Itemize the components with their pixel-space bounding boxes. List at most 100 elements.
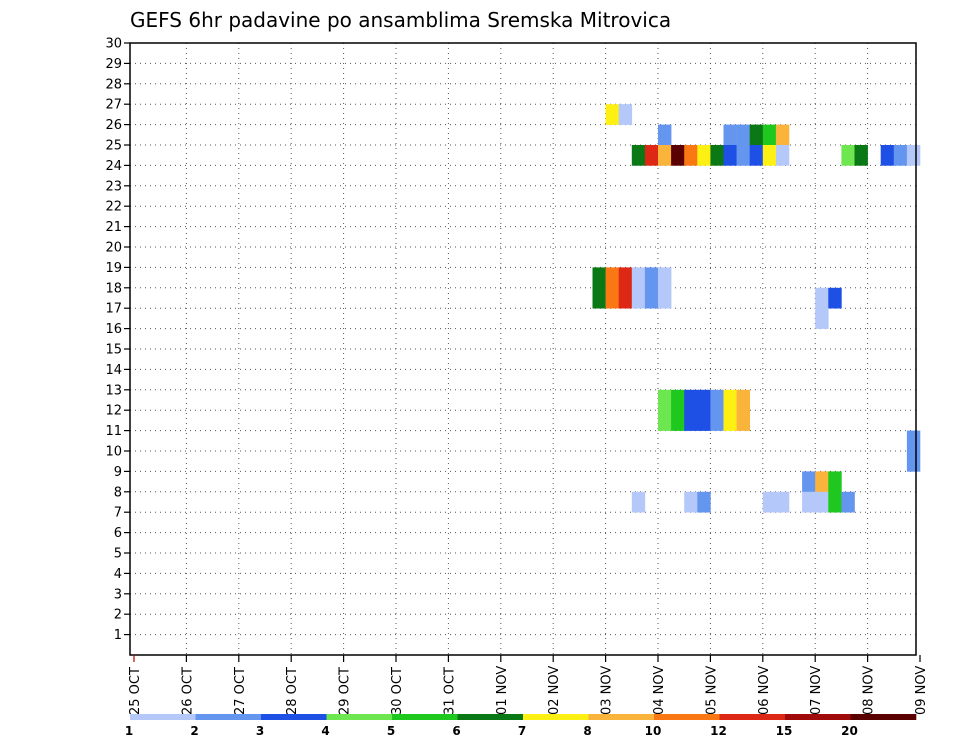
precip-cell (802, 491, 816, 513)
legend-swatch (326, 714, 393, 720)
precip-cell (723, 389, 737, 411)
x-tick-label: 29 OCT (338, 667, 353, 715)
precip-cell (828, 287, 842, 309)
legend-label: 8 (583, 724, 591, 738)
precip-cell (658, 287, 672, 309)
y-tick-label: 22 (105, 200, 122, 215)
precip-cell (749, 124, 764, 146)
legend-swatch (654, 714, 720, 720)
precip-cell (723, 145, 737, 166)
plot-frame (129, 42, 917, 656)
x-tick-label: 04 NOV (652, 666, 667, 715)
precip-cell (841, 491, 855, 513)
y-tick-label: 16 (105, 322, 122, 337)
x-tick-label: 30 OCT (390, 667, 405, 715)
y-tick-label: 7 (114, 506, 122, 521)
precip-cell (684, 491, 698, 513)
precip-cell (736, 124, 750, 146)
y-tick-label: 29 (105, 57, 122, 72)
precip-cell (775, 124, 790, 146)
precip-cell (644, 267, 659, 289)
y-tick-label: 15 (105, 343, 122, 358)
legend-swatch (523, 714, 589, 720)
precip-cell (658, 410, 672, 431)
x-tick-label: 02 NOV (547, 666, 562, 715)
precip-cell (880, 145, 895, 166)
grid-lines (130, 42, 916, 655)
legend-swatch (588, 714, 655, 720)
precip-cell (828, 471, 842, 493)
x-tick-label: 28 OCT (285, 667, 300, 715)
y-tick-label: 25 (105, 139, 122, 154)
y-tick-label: 30 (105, 37, 122, 52)
precip-cell (684, 410, 698, 431)
precip-cell (605, 287, 619, 309)
precip-cell (710, 410, 724, 431)
x-tick-label: 25 OCT (128, 667, 143, 715)
y-tick-label: 20 (105, 241, 122, 256)
y-tick-label: 11 (105, 424, 122, 439)
precip-cell (684, 145, 698, 166)
legend-label: 15 (776, 724, 793, 738)
precip-cell (671, 389, 685, 411)
precip-cell (710, 389, 724, 411)
precip-cell (658, 145, 672, 166)
precip-cell (618, 104, 633, 125)
y-tick-label: 4 (114, 567, 122, 582)
precip-cell (762, 145, 777, 166)
precip-cell (710, 145, 724, 166)
precip-cell (906, 145, 921, 166)
y-tick-label: 18 (105, 281, 122, 296)
precip-cell (592, 287, 606, 309)
precip-cell (736, 145, 750, 166)
precip-cell (658, 389, 672, 411)
precip-cell (605, 267, 619, 289)
y-tick-label: 3 (114, 587, 122, 602)
y-tick-label: 23 (105, 179, 122, 194)
y-tick-label: 27 (105, 98, 122, 113)
precip-cell (697, 491, 711, 513)
legend-swatch (261, 714, 327, 720)
precip-cell (605, 104, 619, 125)
legend-label: 5 (387, 724, 395, 738)
precip-cell (762, 124, 777, 146)
precip-cell (775, 145, 790, 166)
precip-cell (749, 145, 764, 166)
y-tick-label: 21 (105, 220, 122, 235)
y-tick-label: 2 (114, 608, 122, 623)
legend-swatch (850, 714, 917, 720)
precip-cell (631, 491, 646, 513)
precip-cell (736, 410, 750, 431)
precip-cell (893, 145, 908, 166)
precip-cell (671, 145, 685, 166)
precip-cell (815, 287, 829, 309)
legend-label: 7 (518, 724, 526, 738)
x-tick-label: 31 OCT (442, 667, 457, 715)
precip-cell (736, 389, 750, 411)
y-tick-label: 19 (105, 261, 122, 276)
legend-label: 10 (645, 724, 662, 738)
precip-cell (906, 451, 921, 472)
legend-swatch (130, 714, 196, 720)
y-tick-label: 12 (105, 404, 122, 419)
legend-label: 6 (452, 724, 460, 738)
y-tick-label: 24 (105, 159, 122, 174)
legend-label: 20 (841, 724, 858, 738)
precip-cell (631, 267, 646, 289)
y-tick-label: 26 (105, 118, 122, 133)
x-tick-label: 01 NOV (495, 666, 510, 715)
precip-cell (815, 471, 829, 493)
precip-cell (684, 389, 698, 411)
chart-title: GEFS 6hr padavine po ansamblima Sremska … (130, 8, 671, 32)
y-tick-label: 13 (105, 383, 122, 398)
precip-cell (592, 267, 606, 289)
x-tick-label: 03 NOV (600, 666, 615, 715)
color-legend: 1 2 3 4 5 6 7 8 10 12 15 20 (125, 714, 917, 738)
precip-cell (723, 410, 737, 431)
legend-swatch (719, 714, 786, 720)
legend-label: 2 (190, 724, 198, 738)
precip-cell (618, 287, 633, 309)
y-tick-label: 8 (114, 485, 122, 500)
axes: 1234567891011121314151617181920212223242… (105, 37, 929, 716)
x-tick-label: 05 NOV (704, 666, 719, 715)
